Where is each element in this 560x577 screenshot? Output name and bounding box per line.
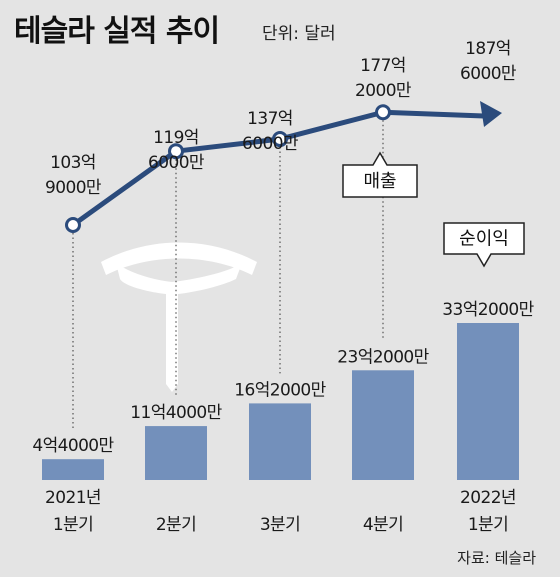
revenue-arrow-icon	[480, 101, 502, 127]
profit-bar	[145, 426, 207, 480]
revenue-line-group	[65, 101, 502, 233]
x-tick-label: 2021년 1분기	[45, 488, 101, 535]
tag-box	[342, 151, 418, 198]
source-label: 자료: 테슬라	[457, 549, 536, 567]
profit-value-label: 33억2000만	[442, 300, 534, 320]
profit-bar	[352, 370, 414, 480]
profit-value-label: 4억4000만	[32, 436, 114, 456]
revenue-series-tag: 매출	[342, 151, 418, 198]
revenue-point	[168, 143, 184, 160]
tag-box	[443, 222, 525, 268]
revenue-value-label: 103억 9000만	[45, 153, 102, 198]
x-tick-label: 2분기	[156, 515, 196, 535]
revenue-point	[272, 131, 288, 148]
revenue-point	[65, 217, 81, 233]
unit-label: 단위: 달러	[262, 24, 336, 44]
profit-value-label: 11억4000만	[130, 403, 222, 423]
revenue-value-label: 137억 6000만	[242, 109, 299, 154]
value-labels: 103억 9000만 119억 6000만 137억 6000만 177억 2000만 187억…	[32, 39, 535, 456]
x-axis: 2021년 1분기 2분기 3분기 4분기 2022년 1분기	[45, 488, 517, 535]
profit-bar	[42, 459, 104, 480]
x-tick-label: 3분기	[260, 515, 300, 535]
revenue-value-label: 119억 6000만	[148, 128, 205, 173]
tag-label: 순이익	[459, 229, 509, 250]
profit-series-tag: 순이익	[443, 222, 525, 268]
x-tick-label: 2022년 1분기	[460, 488, 516, 535]
tesla-logo-icon	[101, 242, 257, 392]
tag-label: 매출	[363, 171, 396, 192]
revenue-line	[71, 109, 485, 228]
profit-bars	[42, 323, 519, 480]
revenue-value-label: 187억 6000만	[460, 39, 517, 84]
revenue-value-label: 177억 2000만	[355, 56, 412, 101]
revenue-point	[375, 104, 391, 121]
profit-value-label: 23억2000만	[337, 347, 429, 367]
profit-bar	[457, 323, 519, 480]
profit-bar	[249, 403, 311, 480]
x-tick-label: 4분기	[363, 515, 403, 535]
profit-value-label: 16억2000만	[234, 380, 326, 400]
chart-title: 테슬라 실적 추이	[14, 14, 220, 49]
